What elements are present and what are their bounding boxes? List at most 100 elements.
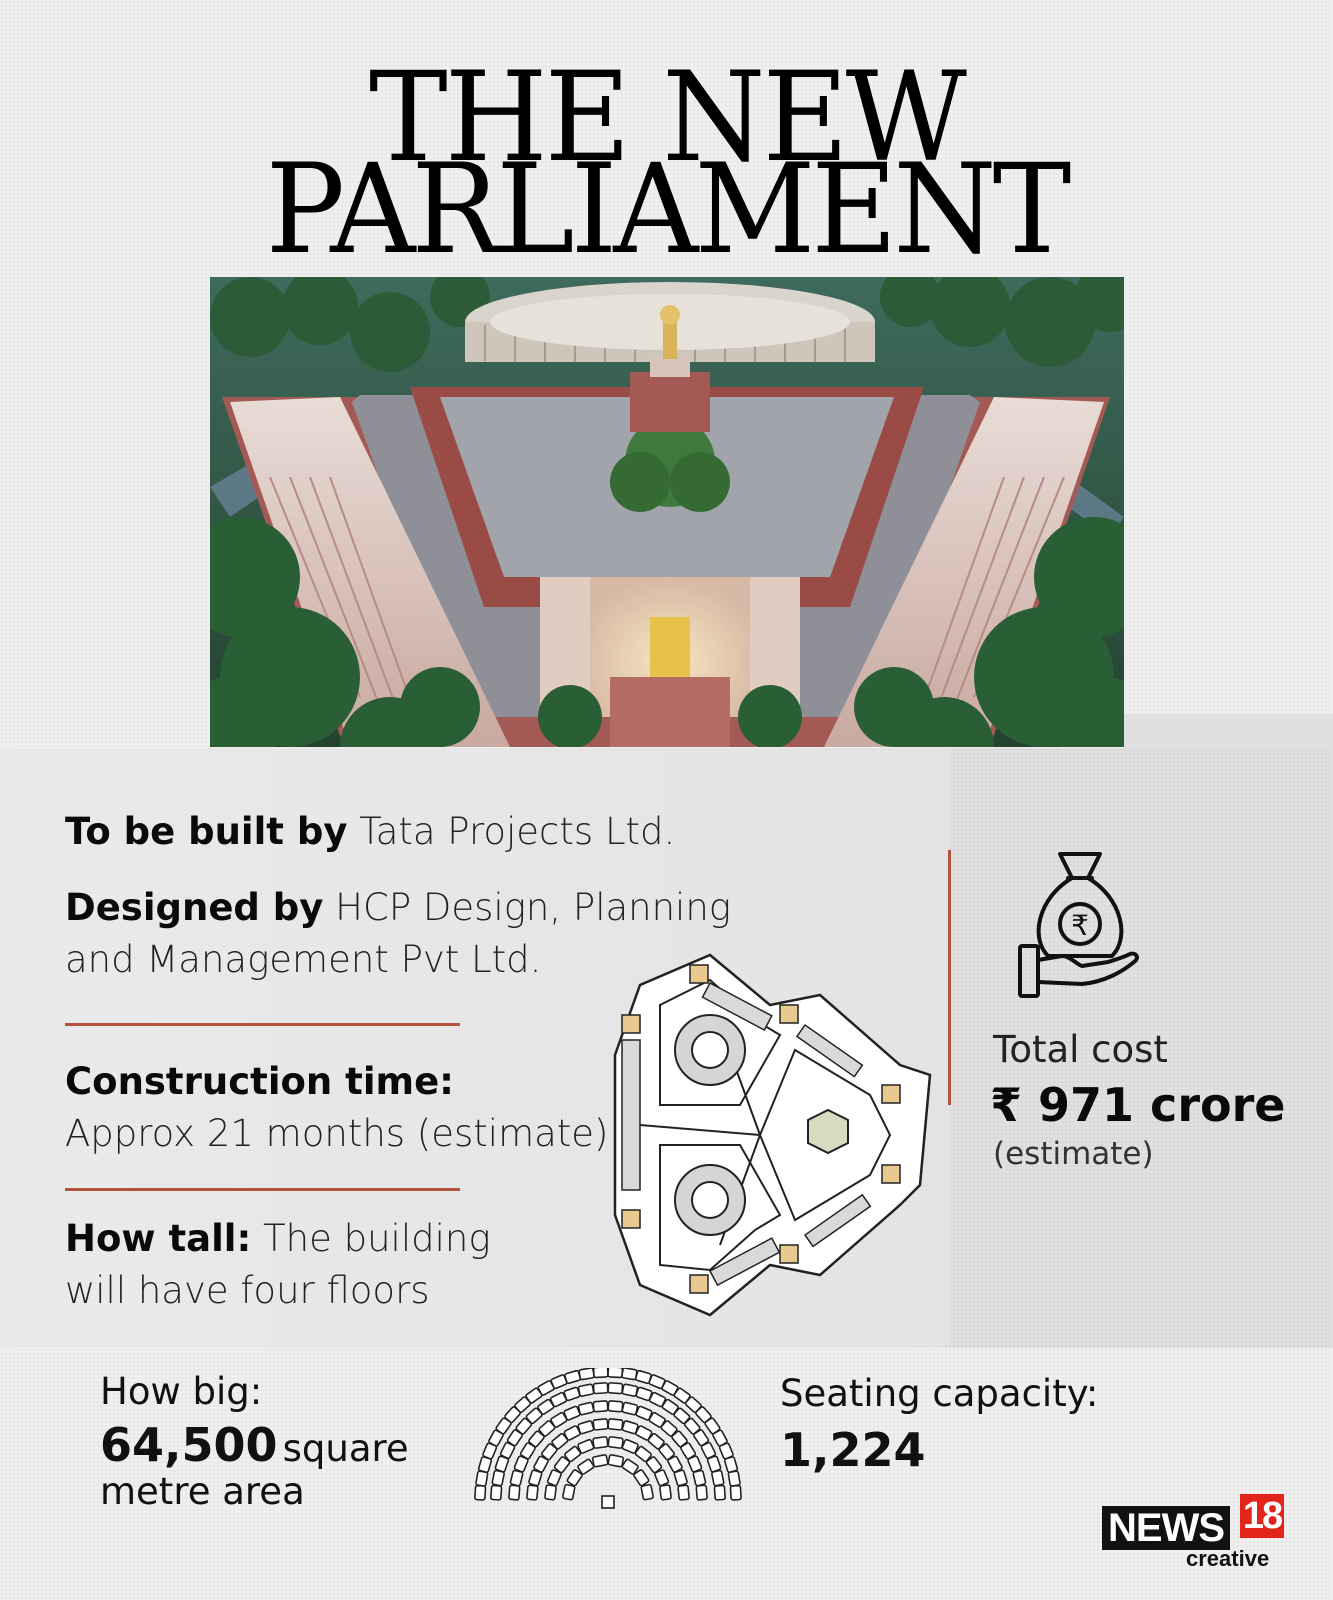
seat xyxy=(544,1484,557,1501)
divider-2 xyxy=(65,1188,460,1191)
how-big-value: 64,500 xyxy=(100,1418,278,1472)
built-by-label: To be built by xyxy=(65,810,348,853)
seat xyxy=(640,1483,654,1501)
seat xyxy=(621,1383,639,1397)
seat xyxy=(563,1425,581,1441)
how-tall-value-2: will have four floors xyxy=(65,1269,430,1312)
seating-chart-icon xyxy=(474,1368,742,1509)
title-line-2: PARLIAMENT xyxy=(265,136,1072,282)
seat xyxy=(692,1469,707,1487)
seat xyxy=(647,1433,665,1450)
how-big-unit-1: square xyxy=(282,1427,409,1470)
seat xyxy=(592,1418,609,1431)
seat xyxy=(551,1433,569,1450)
how-big-unit-2: metre area xyxy=(100,1470,305,1513)
seat xyxy=(592,1400,609,1413)
seat xyxy=(706,1455,722,1473)
seat xyxy=(564,1445,582,1463)
seat xyxy=(713,1484,726,1501)
how-tall-row: How tall: The building will have four fl… xyxy=(65,1213,491,1317)
seat xyxy=(660,1420,678,1437)
seat xyxy=(607,1454,625,1468)
seat xyxy=(607,1418,624,1431)
seat xyxy=(563,1386,581,1402)
seat xyxy=(578,1368,595,1381)
designed-by-label: Designed by xyxy=(65,886,324,929)
seat xyxy=(577,1401,595,1416)
seat xyxy=(659,1484,672,1501)
seat xyxy=(546,1469,562,1487)
construction-time-label: Construction time: xyxy=(65,1060,454,1103)
logo-news: NEWS xyxy=(1102,1506,1230,1550)
seat xyxy=(563,1405,581,1421)
seat xyxy=(727,1470,741,1487)
seating-label: Seating capacity: xyxy=(780,1372,1099,1415)
seat xyxy=(621,1420,639,1435)
seat xyxy=(577,1420,595,1435)
designed-by-value-1: HCP Design, Planning xyxy=(335,886,731,929)
seat xyxy=(562,1483,576,1501)
seat xyxy=(533,1455,549,1473)
seat xyxy=(528,1430,545,1448)
seat xyxy=(607,1368,624,1379)
seat xyxy=(621,1368,638,1381)
seat xyxy=(633,1469,650,1487)
seat xyxy=(577,1458,595,1475)
seat xyxy=(592,1368,609,1379)
how-tall-label: How tall: xyxy=(65,1217,252,1260)
how-big-label: How big: xyxy=(100,1370,263,1413)
seating-value: 1,224 xyxy=(780,1423,926,1477)
seat xyxy=(634,1445,652,1463)
seat xyxy=(654,1469,670,1487)
seat xyxy=(491,1469,505,1487)
total-cost-note: (estimate) xyxy=(993,1136,1154,1172)
designed-by-row: Designed by HCP Design, Planning and Man… xyxy=(65,882,731,986)
total-cost-value: ₹ 971 crore xyxy=(990,1078,1286,1132)
seat xyxy=(673,1469,688,1487)
construction-time-row: Construction time: Approx 21 months (est… xyxy=(65,1056,609,1160)
money-bag-hand-icon: ₹ xyxy=(1018,852,1139,998)
logo-creative: creative xyxy=(1186,1546,1270,1571)
seat xyxy=(564,1369,582,1385)
how-big-row: 64,500 square xyxy=(100,1418,409,1472)
seat xyxy=(474,1484,487,1501)
seat xyxy=(667,1455,683,1473)
seat xyxy=(490,1484,503,1501)
seat xyxy=(607,1382,624,1395)
seat xyxy=(475,1470,489,1487)
cost-divider xyxy=(948,850,951,1105)
divider-1 xyxy=(65,1023,460,1026)
seat xyxy=(528,1469,543,1487)
seat xyxy=(566,1469,583,1487)
designed-by-value-2: and Management Pvt Ltd. xyxy=(65,938,542,981)
total-cost-label: Total cost xyxy=(993,1028,1168,1071)
seat xyxy=(621,1458,639,1475)
news18-logo: NEWS 18 creative xyxy=(1102,1494,1284,1571)
seat xyxy=(591,1454,609,1468)
seat xyxy=(621,1401,639,1416)
construction-time-value: Approx 21 months (estimate) xyxy=(65,1112,609,1155)
how-tall-value-1: The building xyxy=(263,1217,491,1260)
seat xyxy=(541,1443,558,1461)
seat xyxy=(729,1484,742,1501)
seat xyxy=(677,1484,690,1501)
seat xyxy=(577,1438,595,1454)
seat xyxy=(607,1400,624,1413)
built-by-row: To be built by Tata Projects Ltd. xyxy=(65,806,675,858)
panel-corner xyxy=(1124,714,1333,748)
seat xyxy=(508,1484,521,1501)
seat xyxy=(592,1382,609,1395)
seat xyxy=(645,1456,663,1474)
floor-plan-icon xyxy=(613,953,932,1317)
rupee-symbol: ₹ xyxy=(1071,909,1089,942)
seat xyxy=(592,1436,609,1449)
seat xyxy=(687,1455,703,1473)
seat xyxy=(577,1383,595,1397)
seat xyxy=(711,1469,725,1487)
built-by-value: Tata Projects Ltd. xyxy=(359,810,676,853)
seat xyxy=(553,1456,571,1474)
logo-18: 18 xyxy=(1240,1494,1284,1538)
seat xyxy=(526,1484,539,1501)
seat xyxy=(635,1425,653,1441)
seat xyxy=(621,1438,639,1454)
